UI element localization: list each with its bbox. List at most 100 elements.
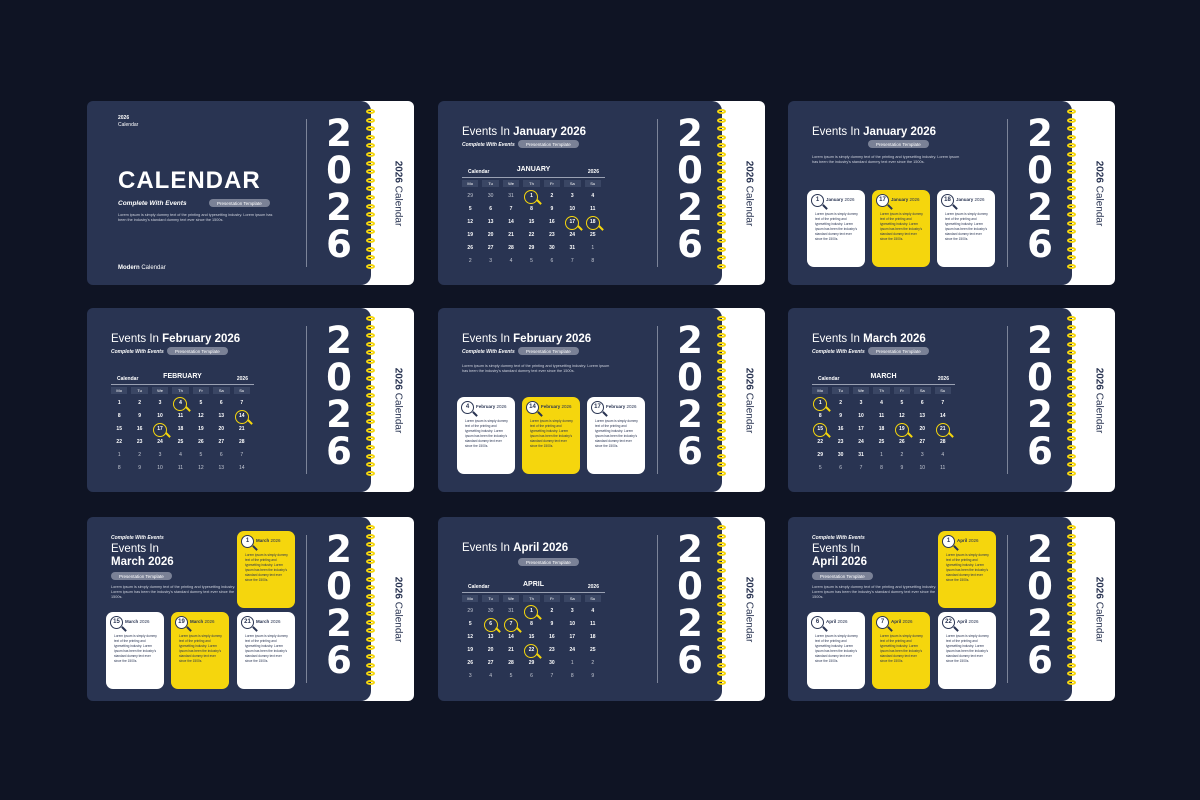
day-cell[interactable]: 16: [549, 634, 555, 640]
day-cell[interactable]: 20: [218, 426, 225, 432]
day-cell[interactable]: 9: [138, 413, 142, 419]
day-cell[interactable]: 30: [549, 660, 555, 666]
day-cell[interactable]: 13: [487, 219, 494, 225]
day-cell[interactable]: 4: [591, 193, 595, 199]
day-cell[interactable]: 23: [549, 232, 555, 238]
day-cell[interactable]: 28: [508, 245, 514, 251]
day-cell[interactable]: 4: [880, 400, 883, 406]
event-card[interactable]: 1 April 2026 Lorem ipsum is simply dummy t…: [938, 531, 996, 608]
day-cell[interactable]: 11: [177, 465, 184, 471]
day-cell[interactable]: 21: [508, 232, 514, 238]
day-cell[interactable]: 20: [919, 426, 926, 432]
day-cell[interactable]: 27: [218, 439, 225, 445]
day-cell[interactable]: 24: [858, 439, 864, 445]
day-cell[interactable]: 13: [218, 413, 225, 419]
day-cell[interactable]: 29: [467, 608, 473, 614]
day-cell[interactable]: 8: [570, 673, 574, 679]
day-cell[interactable]: 28: [508, 660, 514, 666]
day-cell[interactable]: 11: [590, 206, 596, 212]
event-day-cell[interactable]: 7: [503, 617, 519, 632]
day-cell[interactable]: 8: [880, 465, 883, 471]
day-cell[interactable]: 6: [920, 400, 924, 406]
day-cell[interactable]: 2: [468, 258, 472, 264]
event-card[interactable]: 6 April 2026 Lorem ipsum is simply dummy t…: [807, 612, 865, 689]
day-cell[interactable]: 19: [467, 647, 473, 653]
day-cell[interactable]: 30: [487, 193, 494, 199]
day-cell[interactable]: 29: [467, 193, 473, 199]
day-cell[interactable]: 28: [939, 439, 946, 445]
day-cell[interactable]: 30: [549, 245, 555, 251]
day-cell[interactable]: 29: [817, 452, 823, 458]
event-day-cell[interactable]: 14: [234, 409, 250, 424]
day-cell[interactable]: 4: [489, 673, 493, 679]
day-cell[interactable]: 4: [509, 258, 513, 264]
day-cell[interactable]: 3: [468, 673, 472, 679]
day-cell[interactable]: 19: [467, 232, 473, 238]
day-cell[interactable]: 5: [530, 258, 533, 264]
day-cell[interactable]: 30: [487, 608, 494, 614]
day-cell[interactable]: 12: [467, 219, 473, 225]
day-cell[interactable]: 5: [468, 206, 472, 212]
day-cell[interactable]: 22: [528, 232, 535, 238]
day-cell[interactable]: 7: [941, 400, 945, 406]
event-card[interactable]: 19 March 2026 Lorem ipsum is simply dummy …: [171, 612, 229, 689]
day-cell[interactable]: 3: [920, 452, 924, 458]
day-cell[interactable]: 7: [240, 452, 244, 458]
day-cell[interactable]: 8: [530, 206, 533, 212]
day-cell[interactable]: 20: [487, 647, 494, 653]
day-cell[interactable]: 11: [590, 621, 596, 627]
day-cell[interactable]: 25: [589, 647, 596, 653]
day-cell[interactable]: 30: [837, 452, 844, 458]
day-cell[interactable]: 3: [570, 608, 574, 614]
day-cell[interactable]: 24: [569, 232, 576, 238]
day-cell[interactable]: 1: [117, 452, 121, 458]
event-card[interactable]: 18 January 2026 Lorem ipsum is simply dumm…: [937, 190, 995, 267]
day-cell[interactable]: 9: [900, 465, 904, 471]
event-day-cell[interactable]: 15: [812, 422, 828, 437]
day-cell[interactable]: 28: [238, 439, 245, 445]
day-cell[interactable]: 16: [136, 426, 143, 432]
day-cell[interactable]: 24: [569, 647, 576, 653]
day-cell[interactable]: 17: [858, 426, 864, 432]
day-cell[interactable]: 7: [240, 400, 244, 406]
day-cell[interactable]: 3: [158, 400, 162, 406]
day-cell[interactable]: 18: [589, 634, 596, 640]
day-cell[interactable]: 31: [508, 608, 514, 614]
day-cell[interactable]: 10: [569, 621, 576, 627]
day-cell[interactable]: 3: [570, 193, 574, 199]
day-cell[interactable]: 29: [528, 660, 535, 666]
day-cell[interactable]: 27: [919, 439, 926, 445]
day-cell[interactable]: 24: [157, 439, 163, 445]
event-card[interactable]: 15 March 2026 Lorem ipsum is simply dummy …: [106, 612, 164, 689]
event-card[interactable]: 4 February 2026 Lorem ipsum is simply dumm…: [457, 397, 515, 474]
day-cell[interactable]: 26: [467, 660, 473, 666]
day-cell[interactable]: 1: [591, 245, 595, 251]
day-cell[interactable]: 14: [238, 465, 245, 471]
event-day-cell[interactable]: 1: [523, 189, 539, 204]
day-cell[interactable]: 3: [158, 452, 162, 458]
day-cell[interactable]: 22: [116, 439, 122, 445]
day-cell[interactable]: 3: [859, 400, 863, 406]
day-cell[interactable]: 26: [198, 439, 204, 445]
day-cell[interactable]: 4: [941, 452, 945, 458]
day-cell[interactable]: 16: [837, 426, 844, 432]
event-day-cell[interactable]: 21: [935, 422, 951, 437]
day-cell[interactable]: 25: [589, 232, 596, 238]
day-cell[interactable]: 11: [878, 413, 885, 419]
day-cell[interactable]: 12: [467, 634, 473, 640]
event-card[interactable]: 1 January 2026 Lorem ipsum is simply dummy…: [807, 190, 865, 267]
day-cell[interactable]: 1: [880, 452, 883, 458]
event-day-cell[interactable]: 17: [152, 422, 168, 437]
day-cell[interactable]: 8: [117, 413, 121, 419]
day-cell[interactable]: 15: [528, 219, 535, 225]
day-cell[interactable]: 27: [487, 660, 494, 666]
day-cell[interactable]: 31: [569, 245, 576, 251]
day-cell[interactable]: 2: [591, 660, 595, 666]
day-cell[interactable]: 9: [839, 413, 843, 419]
event-card[interactable]: 21 March 2026 Lorem ipsum is simply dummy …: [237, 612, 295, 689]
day-cell[interactable]: 12: [198, 413, 204, 419]
day-cell[interactable]: 1: [570, 660, 574, 666]
